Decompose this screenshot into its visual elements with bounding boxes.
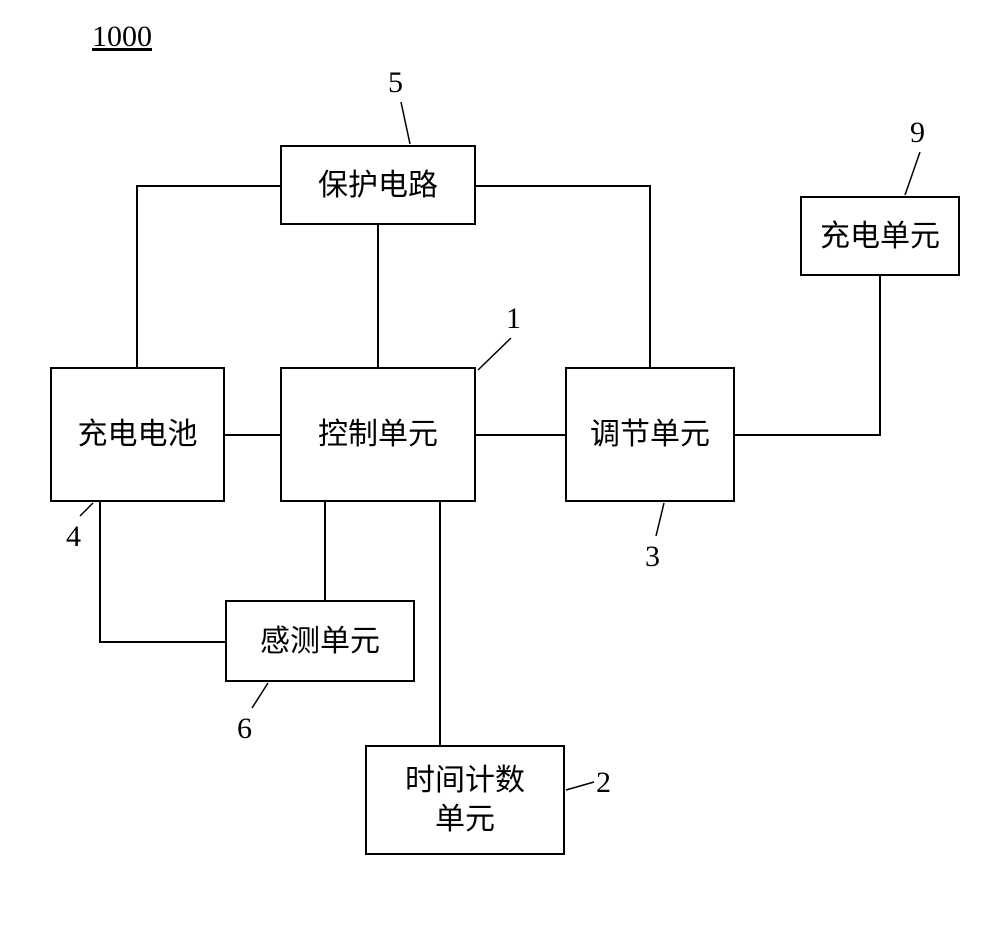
node-label-line2: 单元 xyxy=(435,800,495,839)
callout-lead-line xyxy=(905,152,920,195)
callout-3: 3 xyxy=(645,540,660,574)
node-protection-circuit: 保护电路 xyxy=(280,145,476,225)
node-sense-unit: 感测单元 xyxy=(225,600,415,682)
edge xyxy=(137,186,280,367)
node-battery: 充电电池 xyxy=(50,367,225,502)
node-label: 充电电池 xyxy=(78,415,198,454)
callout-2: 2 xyxy=(596,766,611,800)
callout-4: 4 xyxy=(66,520,81,554)
callout-9: 9 xyxy=(910,116,925,150)
edge xyxy=(476,186,650,367)
node-label: 控制单元 xyxy=(318,415,438,454)
callout-lead-line xyxy=(478,338,511,370)
callout-6: 6 xyxy=(237,712,252,746)
node-label-line1: 时间计数 xyxy=(405,761,525,800)
edge xyxy=(100,502,225,642)
node-adjust-unit: 调节单元 xyxy=(565,367,735,502)
node-label: 调节单元 xyxy=(590,415,710,454)
callout-lead-line xyxy=(401,102,410,144)
callout-lead-line xyxy=(80,503,93,516)
callout-1: 1 xyxy=(506,302,521,336)
node-label: 充电单元 xyxy=(820,217,940,256)
figure-reference-label: 1000 xyxy=(92,20,152,54)
edge xyxy=(735,276,880,435)
callout-lead-line xyxy=(656,503,664,536)
node-label: 保护电路 xyxy=(318,166,438,205)
node-charge-unit: 充电单元 xyxy=(800,196,960,276)
node-timer-unit: 时间计数单元 xyxy=(365,745,565,855)
node-label: 感测单元 xyxy=(260,622,380,661)
callout-5: 5 xyxy=(388,66,403,100)
callout-lead-line xyxy=(566,782,594,790)
node-control-unit: 控制单元 xyxy=(280,367,476,502)
callout-lead-line xyxy=(252,683,268,708)
